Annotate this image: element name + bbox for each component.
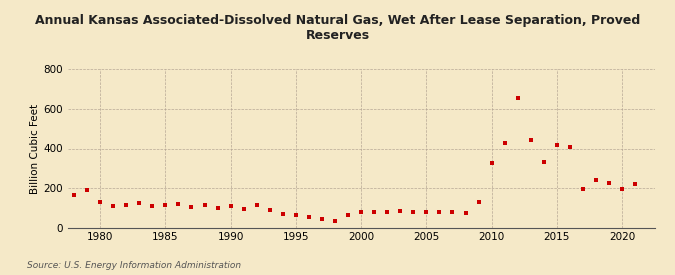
Y-axis label: Billion Cubic Feet: Billion Cubic Feet xyxy=(30,103,40,194)
Text: Source: U.S. Energy Information Administration: Source: U.S. Energy Information Administ… xyxy=(27,260,241,270)
Text: Annual Kansas Associated-Dissolved Natural Gas, Wet After Lease Separation, Prov: Annual Kansas Associated-Dissolved Natur… xyxy=(35,14,640,42)
